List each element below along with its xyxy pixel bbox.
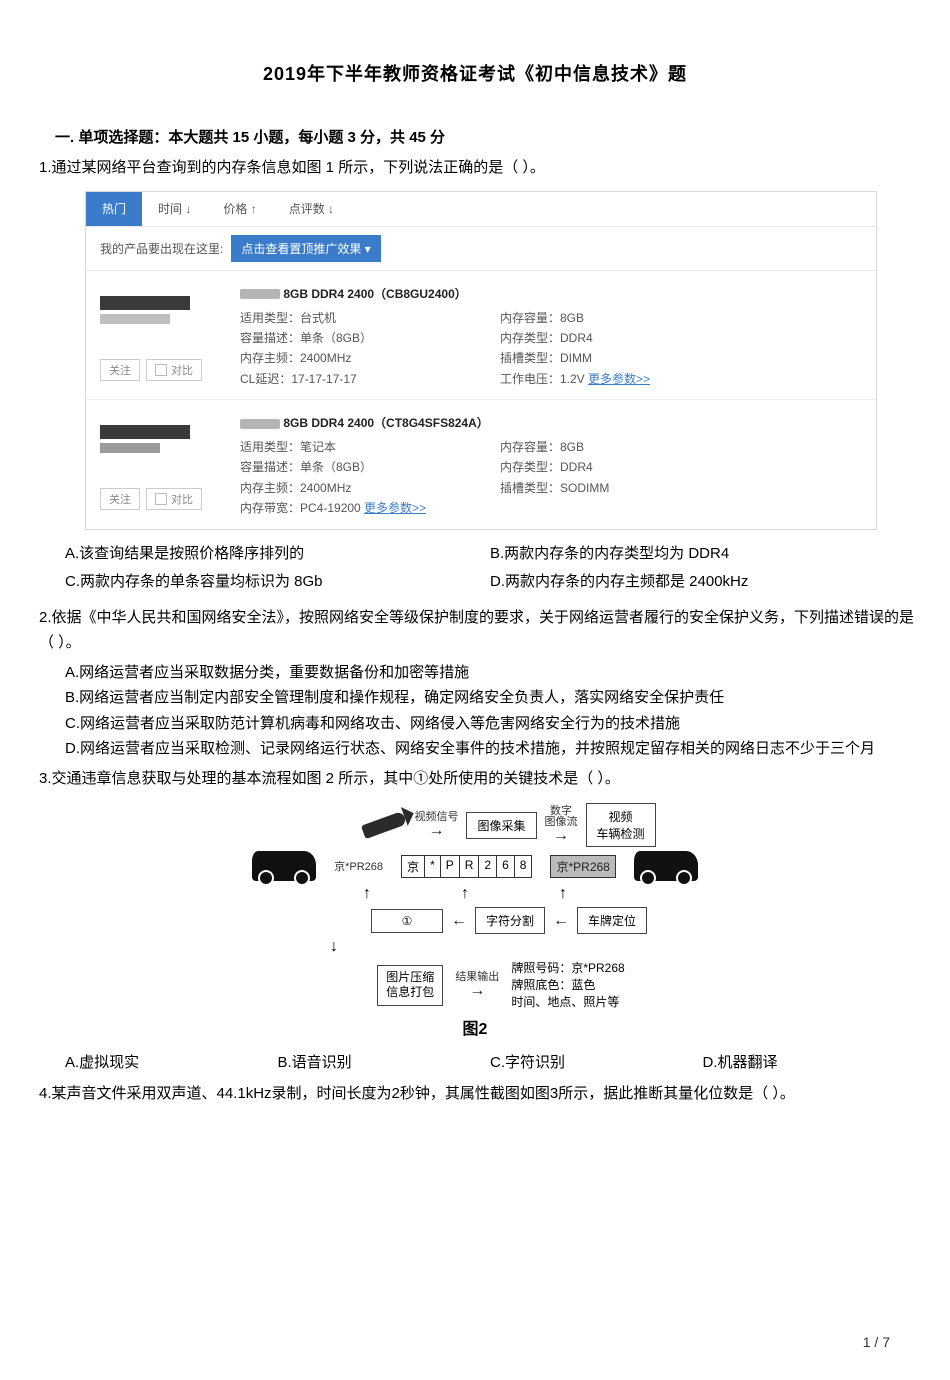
page: 2019年下半年教师资格证考试《初中信息技术》题 一. 单项选择题：本大题共 1…: [0, 0, 950, 1380]
tab-time[interactable]: 时间 ↓: [142, 192, 207, 226]
follow-button[interactable]: 关注: [100, 359, 140, 381]
page-number: 1 / 7: [863, 1334, 890, 1350]
product-row: 关注 对比 8GB DDR4 2400（CB8GU2400） 适用类型：台式机内…: [86, 271, 876, 401]
flow-box: 视频 车辆检测: [586, 803, 656, 847]
thumb-col: 关注 对比: [100, 285, 230, 390]
result-line: 时间、地点、照片等: [511, 994, 624, 1011]
option-d: D.机器翻译: [703, 1049, 916, 1078]
flow-box: 字符分割: [475, 907, 545, 934]
figure-2: 视频信号 图像采集 数字 图像流 视频 车辆检测 京*PR268 京*PR268…: [195, 803, 755, 1038]
arrow-label: 视频信号: [414, 812, 458, 823]
flow-box: ①: [371, 909, 443, 933]
arrow-icon: [330, 938, 338, 956]
option-c: C.网络运营者应当采取防范计算机病毒和网络攻击、网络侵入等危害网络安全行为的技术…: [65, 711, 915, 737]
q3-options: A.虚拟现实 B.语音识别 C.字符识别 D.机器翻译: [65, 1049, 915, 1078]
figure-1: 热门 时间 ↓ 价格 ↑ 点评数 ↓ 我的产品要出现在这里: 点击查看置顶推广效…: [85, 191, 877, 530]
page-title: 2019年下半年教师资格证考试《初中信息技术》题: [35, 60, 915, 86]
product-thumb: [100, 414, 220, 464]
spec: 内存容量：8GB: [500, 437, 862, 457]
spec: CL延迟：17-17-17-17: [240, 369, 500, 389]
q2-text: 2.依据《中华人民共和国网络安全法》，按照网络安全等级保护制度的要求，关于网络运…: [39, 605, 915, 656]
spec: 适用类型：笔记本: [240, 437, 500, 457]
product-info: 8GB DDR4 2400（CT8G4SFS824A） 适用类型：笔记本内存容量…: [230, 414, 862, 519]
tab-hot[interactable]: 热门: [86, 192, 142, 226]
arrow-icon: [469, 983, 485, 999]
product-thumb: [100, 285, 220, 335]
product-actions: 关注 对比: [100, 488, 230, 510]
spec: 内存主频：2400MHz: [240, 478, 500, 498]
plate-label: 京*PR268: [334, 858, 383, 874]
flow-box: 车牌定位: [577, 907, 647, 934]
checkbox-icon[interactable]: [155, 493, 167, 505]
spec: 插槽类型：SODIMM: [500, 478, 862, 498]
checkbox-icon[interactable]: [155, 364, 167, 376]
promo-row: 我的产品要出现在这里: 点击查看置顶推广效果 ▾: [86, 227, 876, 271]
tab-price[interactable]: 价格 ↑: [207, 192, 272, 226]
spec: 内存带宽：PC4-19200: [240, 501, 364, 515]
product-title[interactable]: 8GB DDR4 2400（CB8GU2400）: [240, 285, 862, 302]
q3-text: 3.交通违章信息获取与处理的基本流程如图 2 所示，其中①处所使用的关键技术是（…: [39, 766, 915, 792]
flow-box: 图像采集: [466, 812, 536, 839]
option-d: D.网络运营者应当采取检测、记录网络运行状态、网络安全事件的技术措施，并按照规定…: [65, 736, 915, 762]
camera-icon: [361, 811, 407, 839]
option-b: B.网络运营者应当制定内部安全管理制度和操作规程，确定网络安全负责人，落实网络安…: [65, 685, 915, 711]
spec: 内存类型：DDR4: [500, 457, 862, 477]
promo-label: 我的产品要出现在这里:: [100, 240, 223, 257]
q1-text: 1.通过某网络平台查询到的内存条信息如图 1 所示，下列说法正确的是（ ）。: [39, 155, 915, 181]
more-link[interactable]: 更多参数>>: [588, 372, 650, 386]
product-actions: 关注 对比: [100, 359, 230, 381]
tab-reviews[interactable]: 点评数 ↓: [273, 192, 350, 226]
car-icon: [634, 851, 698, 881]
option-b: B.两款内存条的内存类型均为 DDR4: [490, 540, 915, 569]
option-a: A.该查询结果是按照价格降序排列的: [65, 540, 490, 569]
promo-button[interactable]: 点击查看置顶推广效果 ▾: [231, 235, 380, 262]
section-head: 一. 单项选择题：本大题共 15 小题，每小题 3 分，共 45 分: [55, 126, 915, 147]
spec: 工作电压：1.2V: [500, 372, 588, 386]
car-icon: [252, 851, 316, 881]
result-line: 牌照底色：蓝色: [511, 977, 624, 994]
spec: 内存容量：8GB: [500, 308, 862, 328]
compare-button[interactable]: 对比: [146, 488, 202, 510]
compare-button[interactable]: 对比: [146, 359, 202, 381]
option-c: C.两款内存条的单条容量均标识为 8Gb: [65, 568, 490, 597]
arrow-icon: [428, 823, 444, 839]
arrow-icon: [363, 885, 371, 903]
spec: 插槽类型：DIMM: [500, 348, 862, 368]
arrow-icon: [461, 885, 469, 903]
option-a: A.虚拟现实: [65, 1049, 278, 1078]
result-text: 牌照号码：京*PR268 牌照底色：蓝色 时间、地点、照片等: [511, 960, 624, 1010]
more-link[interactable]: 更多参数>>: [364, 501, 426, 515]
arrow-icon: [451, 912, 467, 930]
q4-text: 4.某声音文件采用双声道、44.1kHz录制，时间长度为2秒钟，其属性截图如图3…: [39, 1081, 915, 1107]
plate-gray: 京*PR268: [550, 855, 615, 878]
product-row: 关注 对比 8GB DDR4 2400（CT8G4SFS824A） 适用类型：笔…: [86, 400, 876, 529]
spec: 内存类型：DDR4: [500, 328, 862, 348]
plate-cells: 京*PR268: [401, 855, 532, 878]
thumb-col: 关注 对比: [100, 414, 230, 519]
spec: 容量描述：单条（8GB）: [240, 328, 500, 348]
arrow-icon: [559, 885, 567, 903]
result-line: 牌照号码：京*PR268: [511, 960, 624, 977]
arrow-icon: [553, 912, 569, 930]
q1-options: A.该查询结果是按照价格降序排列的 B.两款内存条的内存类型均为 DDR4 C.…: [65, 540, 915, 597]
product-info: 8GB DDR4 2400（CB8GU2400） 适用类型：台式机内存容量：8G…: [230, 285, 862, 390]
arrow-label: 数字 图像流: [545, 806, 578, 828]
tab-bar: 热门 时间 ↓ 价格 ↑ 点评数 ↓: [86, 192, 876, 227]
spec: 内存主频：2400MHz: [240, 348, 500, 368]
option-b: B.语音识别: [278, 1049, 491, 1078]
spec: 容量描述：单条（8GB）: [240, 457, 500, 477]
follow-button[interactable]: 关注: [100, 488, 140, 510]
option-a: A.网络运营者应当采取数据分类，重要数据备份和加密等措施: [65, 660, 915, 686]
option-c: C.字符识别: [490, 1049, 703, 1078]
product-title[interactable]: 8GB DDR4 2400（CT8G4SFS824A）: [240, 414, 862, 431]
flow-box: 图片压缩 信息打包: [377, 965, 443, 1006]
option-d: D.两款内存条的内存主频都是 2400kHz: [490, 568, 915, 597]
figure-caption: 图2: [195, 1015, 755, 1039]
arrow-icon: [553, 828, 569, 844]
spec: 适用类型：台式机: [240, 308, 500, 328]
